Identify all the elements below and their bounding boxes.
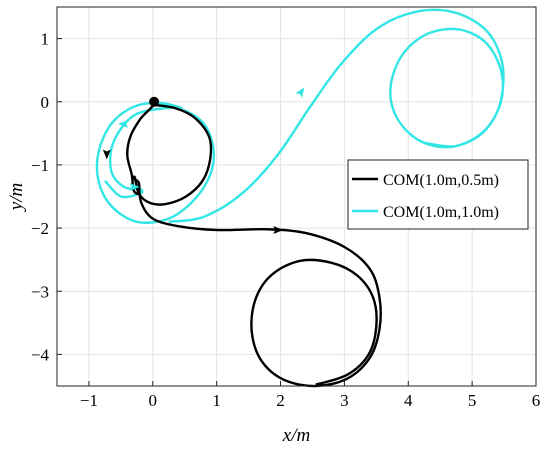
y-tick-label-1: 0 (41, 93, 50, 112)
y-tick-label-2: −1 (31, 156, 49, 175)
x-tick-label-3: 2 (276, 391, 285, 410)
y-tick-label-4: −3 (31, 282, 49, 301)
y-tick-label-5: −4 (31, 345, 50, 364)
arrow-marker-3 (129, 183, 140, 191)
x-tick-label-4: 3 (340, 391, 349, 410)
legend: COM(1.0m,0.5m) COM(1.0m,1.0m) (347, 159, 529, 230)
legend-label-series-0: COM(1.0m,0.5m) (383, 172, 499, 189)
arrow-marker-0 (102, 149, 111, 160)
y-tick-label-3: −2 (31, 219, 49, 238)
plot-frame (56, 6, 537, 387)
series-1-loop (95, 101, 216, 224)
legend-label-series-1: COM(1.0m,1.0m) (383, 204, 499, 221)
arrow-marker-1 (273, 226, 284, 234)
legend-box (347, 159, 529, 230)
series-0-loop (126, 103, 213, 206)
y-axis-label: y/m (6, 183, 27, 212)
x-tick-label-7: 6 (532, 391, 541, 410)
x-tick-label-6: 5 (468, 391, 477, 410)
series-1-path (168, 8, 505, 223)
x-tick-label-0: −1 (80, 391, 98, 410)
arrow-marker-4 (295, 87, 305, 98)
x-tick-label-1: 0 (149, 391, 158, 410)
x-axis-label: x/m (282, 425, 310, 446)
y-tick-label-0: 1 (41, 30, 50, 49)
x-tick-label-5: 4 (404, 391, 413, 410)
arrow-marker-2 (118, 119, 129, 128)
x-tick-label-2: 1 (212, 391, 221, 410)
tick-labels: −1 0 1 2 3 4 5 6 1 0 −1 −2 −3 −4 (31, 30, 540, 410)
start-point-marker (149, 96, 160, 107)
